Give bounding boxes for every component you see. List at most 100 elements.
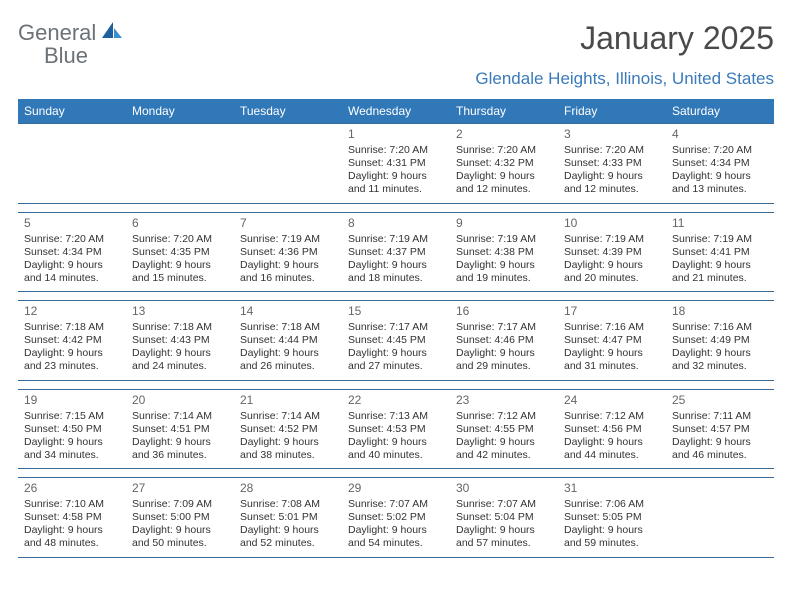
daylight-text: Daylight: 9 hours [456,170,552,183]
daylight-text: Daylight: 9 hours [564,524,660,537]
sunrise-text: Sunrise: 7:18 AM [132,321,228,334]
day-cell: 30Sunrise: 7:07 AMSunset: 5:04 PMDayligh… [450,478,558,557]
week-row: 1Sunrise: 7:20 AMSunset: 4:31 PMDaylight… [18,123,774,204]
day-cell: 16Sunrise: 7:17 AMSunset: 4:46 PMDayligh… [450,301,558,380]
sunset-text: Sunset: 4:39 PM [564,246,660,259]
day-number: 30 [456,481,552,496]
daylight-text: and 34 minutes. [24,449,120,462]
day-number: 16 [456,304,552,319]
sunset-text: Sunset: 4:50 PM [24,423,120,436]
daylight-text: and 36 minutes. [132,449,228,462]
day-number: 25 [672,393,768,408]
sunset-text: Sunset: 4:43 PM [132,334,228,347]
daylight-text: Daylight: 9 hours [348,436,444,449]
sunrise-text: Sunrise: 7:20 AM [672,144,768,157]
day-cell: 26Sunrise: 7:10 AMSunset: 4:58 PMDayligh… [18,478,126,557]
daylight-text: Daylight: 9 hours [564,347,660,360]
day-cell: 14Sunrise: 7:18 AMSunset: 4:44 PMDayligh… [234,301,342,380]
sunrise-text: Sunrise: 7:09 AM [132,498,228,511]
sunset-text: Sunset: 5:00 PM [132,511,228,524]
day-cell: 12Sunrise: 7:18 AMSunset: 4:42 PMDayligh… [18,301,126,380]
sunrise-text: Sunrise: 7:20 AM [348,144,444,157]
day-number: 11 [672,216,768,231]
sunrise-text: Sunrise: 7:19 AM [240,233,336,246]
daylight-text: and 52 minutes. [240,537,336,550]
day-cell: 19Sunrise: 7:15 AMSunset: 4:50 PMDayligh… [18,390,126,469]
sunset-text: Sunset: 4:44 PM [240,334,336,347]
sunrise-text: Sunrise: 7:12 AM [456,410,552,423]
daylight-text: Daylight: 9 hours [456,259,552,272]
day-number: 1 [348,127,444,142]
sunrise-text: Sunrise: 7:07 AM [348,498,444,511]
daylight-text: and 54 minutes. [348,537,444,550]
daylight-text: and 27 minutes. [348,360,444,373]
sunset-text: Sunset: 4:46 PM [456,334,552,347]
daylight-text: and 12 minutes. [456,183,552,196]
dayhead-sat: Saturday [666,99,774,123]
day-cell [666,478,774,557]
day-cell: 1Sunrise: 7:20 AMSunset: 4:31 PMDaylight… [342,124,450,203]
daylight-text: and 23 minutes. [24,360,120,373]
day-number: 27 [132,481,228,496]
week-row: 5Sunrise: 7:20 AMSunset: 4:34 PMDaylight… [18,212,774,293]
daylight-text: Daylight: 9 hours [24,436,120,449]
page-title: January 2025 [580,20,774,57]
calendar-body: 1Sunrise: 7:20 AMSunset: 4:31 PMDaylight… [18,123,774,558]
daylight-text: Daylight: 9 hours [672,436,768,449]
sunset-text: Sunset: 4:45 PM [348,334,444,347]
daylight-text: and 18 minutes. [348,272,444,285]
sunrise-text: Sunrise: 7:18 AM [240,321,336,334]
day-cell: 24Sunrise: 7:12 AMSunset: 4:56 PMDayligh… [558,390,666,469]
sunrise-text: Sunrise: 7:20 AM [132,233,228,246]
day-number: 20 [132,393,228,408]
sunrise-text: Sunrise: 7:20 AM [24,233,120,246]
sunset-text: Sunset: 4:52 PM [240,423,336,436]
sunset-text: Sunset: 4:34 PM [24,246,120,259]
daylight-text: and 44 minutes. [564,449,660,462]
sunset-text: Sunset: 4:33 PM [564,157,660,170]
day-cell: 13Sunrise: 7:18 AMSunset: 4:43 PMDayligh… [126,301,234,380]
sunset-text: Sunset: 4:49 PM [672,334,768,347]
daylight-text: Daylight: 9 hours [672,259,768,272]
sunrise-text: Sunrise: 7:19 AM [564,233,660,246]
day-number: 12 [24,304,120,319]
daylight-text: and 29 minutes. [456,360,552,373]
day-cell: 22Sunrise: 7:13 AMSunset: 4:53 PMDayligh… [342,390,450,469]
daylight-text: Daylight: 9 hours [132,436,228,449]
day-cell [18,124,126,203]
week-row: 12 Sunrise: 7:18 AM Sunset: 4:42 PM Dayligh… [18,300,774,381]
sunrise-text: Sunrise: 7:13 AM [348,410,444,423]
daylight-text: Daylight: 9 hours [564,259,660,272]
daylight-text: Daylight: 9 hours [564,436,660,449]
daylight-text: and 20 minutes. [564,272,660,285]
daylight-text: and 38 minutes. [240,449,336,462]
sunset-text: Sunset: 5:04 PM [456,511,552,524]
daylight-text: Daylight: 9 hours [240,347,336,360]
daylight-text: and 19 minutes. [456,272,552,285]
sunset-text: Sunset: 4:56 PM [564,423,660,436]
daylight-text: Daylight: 9 hours [456,524,552,537]
sunrise-text: Sunrise: 7:10 AM [24,498,120,511]
day-header-row: Sunday Monday Tuesday Wednesday Thursday… [18,99,774,123]
dayhead-mon: Monday [126,99,234,123]
sunset-text: Sunset: 4:42 PM [24,334,120,347]
daylight-text: Daylight: 9 hours [456,347,552,360]
day-cell: 4Sunrise: 7:20 AMSunset: 4:34 PMDaylight… [666,124,774,203]
daylight-text: and 16 minutes. [240,272,336,285]
daylight-text: Daylight: 9 hours [348,259,444,272]
daylight-text: and 11 minutes. [348,183,444,196]
sunset-text: Sunset: 5:01 PM [240,511,336,524]
day-number: 17 [564,304,660,319]
day-cell: 23Sunrise: 7:12 AMSunset: 4:55 PMDayligh… [450,390,558,469]
day-cell: 25Sunrise: 7:11 AMSunset: 4:57 PMDayligh… [666,390,774,469]
sunset-text: Sunset: 5:02 PM [348,511,444,524]
daylight-text: and 40 minutes. [348,449,444,462]
day-cell [126,124,234,203]
sunrise-text: Sunrise: 7:08 AM [240,498,336,511]
day-cell: 17Sunrise: 7:16 AMSunset: 4:47 PMDayligh… [558,301,666,380]
sunset-text: Sunset: 4:47 PM [564,334,660,347]
day-number: 5 [24,216,120,231]
sail-icon [100,20,124,46]
sunset-text: Sunset: 4:34 PM [672,157,768,170]
daylight-text: and 24 minutes. [132,360,228,373]
